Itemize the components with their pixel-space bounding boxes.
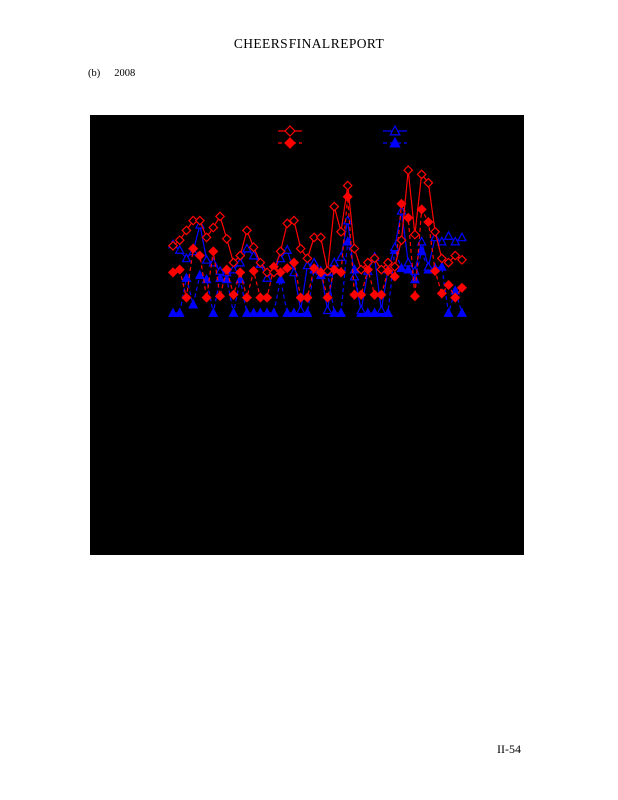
report-title: CHEERS FINAL REPORT xyxy=(233,36,385,51)
series-blue-open-triangle-solid xyxy=(168,205,467,315)
subfigure-year: 2008 xyxy=(114,68,136,79)
page-number: II-54 xyxy=(497,742,521,756)
series-red-open-diamond-solid xyxy=(167,165,468,278)
chart-legend xyxy=(278,124,407,149)
chart-canvas xyxy=(167,124,468,317)
subfigure-letter: (b) xyxy=(88,68,101,79)
figure-chart xyxy=(90,115,524,555)
subfigure-label: (b) 2008 xyxy=(88,68,135,79)
